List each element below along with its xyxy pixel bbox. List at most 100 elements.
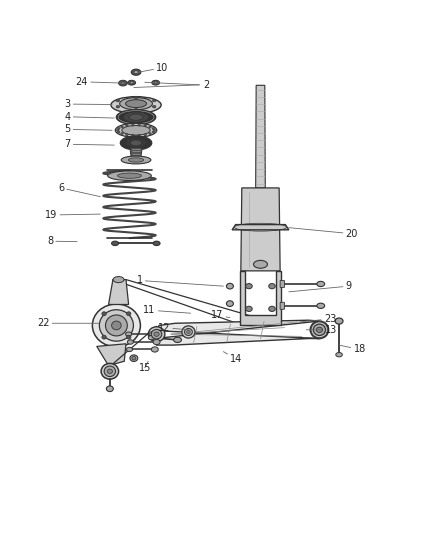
Ellipse shape [112, 241, 119, 246]
Text: 2: 2 [204, 80, 210, 90]
Polygon shape [109, 280, 129, 304]
Ellipse shape [127, 335, 131, 339]
Text: 9: 9 [289, 281, 352, 292]
Ellipse shape [132, 357, 136, 360]
Ellipse shape [153, 340, 160, 345]
Text: 5: 5 [64, 124, 112, 134]
Ellipse shape [130, 355, 138, 361]
Text: 19: 19 [45, 210, 100, 220]
Ellipse shape [152, 99, 156, 102]
Ellipse shape [313, 324, 325, 335]
Ellipse shape [120, 98, 152, 110]
Text: 18: 18 [339, 344, 366, 354]
Text: 14: 14 [223, 352, 243, 364]
Ellipse shape [121, 133, 124, 135]
Ellipse shape [310, 321, 328, 338]
Ellipse shape [120, 136, 152, 150]
Ellipse shape [117, 131, 120, 133]
Ellipse shape [121, 82, 125, 84]
Ellipse shape [92, 304, 141, 347]
Ellipse shape [317, 281, 325, 287]
Polygon shape [97, 344, 126, 366]
Text: 15: 15 [138, 361, 151, 373]
Ellipse shape [102, 312, 106, 316]
Ellipse shape [127, 312, 131, 316]
Ellipse shape [116, 99, 120, 102]
Ellipse shape [184, 328, 192, 335]
Ellipse shape [269, 284, 275, 289]
Ellipse shape [131, 69, 141, 75]
Ellipse shape [144, 134, 147, 136]
Ellipse shape [153, 241, 160, 246]
Text: 22: 22 [37, 318, 99, 328]
Ellipse shape [122, 125, 150, 135]
Ellipse shape [134, 71, 138, 74]
Ellipse shape [126, 138, 147, 148]
Ellipse shape [126, 100, 147, 108]
Ellipse shape [131, 134, 134, 136]
Polygon shape [241, 188, 280, 271]
Ellipse shape [149, 133, 152, 135]
Ellipse shape [121, 156, 151, 164]
Ellipse shape [144, 125, 147, 127]
Ellipse shape [126, 332, 132, 336]
Ellipse shape [119, 80, 127, 86]
Ellipse shape [226, 301, 233, 306]
FancyBboxPatch shape [280, 280, 285, 287]
Ellipse shape [117, 110, 155, 125]
Ellipse shape [127, 348, 133, 352]
Polygon shape [232, 224, 289, 230]
Text: 13: 13 [306, 325, 337, 335]
Ellipse shape [113, 277, 124, 282]
Ellipse shape [106, 315, 127, 336]
Ellipse shape [108, 171, 151, 181]
Ellipse shape [99, 310, 134, 341]
Ellipse shape [182, 326, 195, 338]
Ellipse shape [149, 332, 156, 337]
Text: 8: 8 [47, 236, 77, 246]
Ellipse shape [336, 352, 343, 357]
Ellipse shape [154, 82, 157, 84]
Ellipse shape [151, 329, 162, 339]
Ellipse shape [246, 284, 252, 289]
Ellipse shape [246, 306, 252, 311]
Text: 3: 3 [64, 99, 112, 109]
Ellipse shape [134, 108, 138, 111]
Ellipse shape [226, 284, 233, 289]
Text: 12: 12 [158, 322, 188, 333]
Polygon shape [256, 85, 265, 188]
Ellipse shape [152, 127, 155, 130]
Ellipse shape [126, 134, 128, 136]
Ellipse shape [317, 303, 325, 309]
Text: 7: 7 [64, 139, 114, 149]
FancyBboxPatch shape [280, 302, 285, 309]
Text: 17: 17 [211, 310, 230, 320]
Polygon shape [240, 271, 282, 326]
Ellipse shape [116, 106, 120, 108]
Ellipse shape [130, 82, 133, 84]
Text: 1: 1 [137, 276, 223, 286]
Ellipse shape [149, 126, 152, 128]
Ellipse shape [107, 369, 113, 374]
Ellipse shape [335, 318, 343, 324]
Ellipse shape [126, 125, 128, 127]
Ellipse shape [153, 129, 155, 131]
Ellipse shape [152, 80, 159, 85]
Ellipse shape [173, 337, 181, 343]
Text: 10: 10 [138, 63, 168, 73]
Text: 6: 6 [58, 183, 100, 197]
Text: 24: 24 [76, 77, 125, 87]
Ellipse shape [254, 261, 268, 268]
Ellipse shape [102, 335, 106, 339]
Ellipse shape [316, 327, 322, 333]
Text: 23: 23 [300, 314, 336, 324]
Ellipse shape [106, 386, 113, 392]
Ellipse shape [123, 112, 149, 123]
Polygon shape [130, 148, 142, 161]
Text: 11: 11 [143, 305, 191, 315]
Ellipse shape [138, 124, 141, 126]
Ellipse shape [148, 327, 165, 342]
Ellipse shape [101, 364, 119, 379]
Ellipse shape [104, 366, 116, 376]
Ellipse shape [128, 80, 136, 85]
